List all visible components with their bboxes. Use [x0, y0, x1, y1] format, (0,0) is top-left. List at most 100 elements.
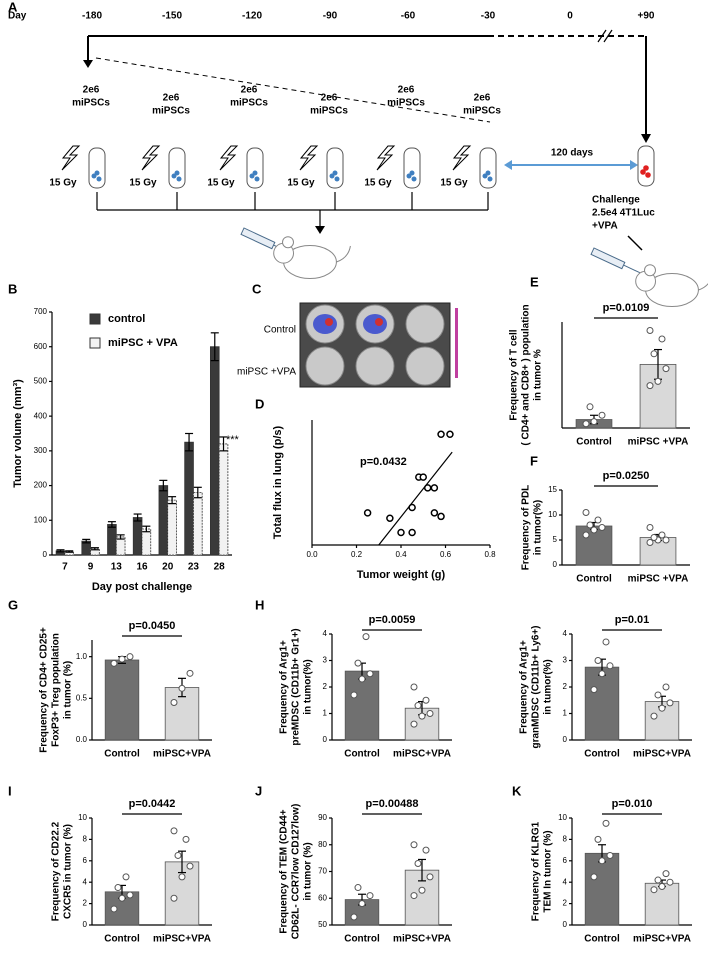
x-tick-label: Control [104, 934, 140, 945]
y-tick-label: 10 [548, 510, 557, 519]
arrowhead [315, 226, 325, 234]
data-point [414, 702, 422, 710]
tube [88, 147, 106, 189]
legend-label: miPSC + VPA [108, 337, 178, 349]
lightning [452, 145, 472, 171]
data-point [358, 900, 366, 908]
lightning [299, 145, 319, 171]
bar [584, 666, 620, 741]
radiation: 15 Gy [287, 178, 315, 189]
well [405, 304, 445, 344]
legend-swatch [89, 337, 101, 349]
data-point [408, 528, 416, 537]
x-tick-label: Control [344, 749, 380, 760]
annotation: p=0.01 [615, 614, 650, 626]
annotation: p=0.00488 [366, 798, 419, 810]
cells [94, 170, 100, 176]
cells [252, 170, 258, 176]
y-axis-label: CXCR5 in tumor (%) [63, 824, 74, 919]
annotation: p=0.0450 [129, 620, 176, 632]
bar [104, 659, 140, 741]
signal [363, 314, 387, 334]
signal [375, 318, 383, 326]
y-tick-label: 2 [563, 682, 568, 691]
dose-cells: miPSCs [463, 106, 501, 117]
challenge: +VPA [592, 221, 618, 232]
x-tick-label: 0.6 [440, 550, 452, 559]
legend-swatch [89, 313, 101, 325]
signal [313, 314, 337, 334]
data-point [426, 873, 434, 881]
data-point [418, 886, 426, 894]
x-axis-label: Day post challenge [92, 581, 192, 593]
y-axis-label: ( CD4+ and CD8+ ) population [521, 304, 532, 445]
data-point [654, 691, 662, 699]
data-point [658, 882, 666, 890]
data-point [594, 657, 602, 664]
bar [107, 524, 117, 556]
data-point [386, 514, 394, 522]
panel-label: G [8, 597, 18, 612]
annotation: p=0.0059 [369, 614, 416, 626]
data-point [110, 905, 118, 913]
y-tick-label: 400 [34, 411, 48, 420]
day: -150 [162, 11, 182, 22]
data-point [598, 411, 606, 419]
panel-label: J [255, 783, 262, 798]
color-scale [455, 308, 458, 378]
y-tick-label: 50 [318, 920, 327, 929]
data-point [410, 720, 418, 728]
y-axis-label: Frequency of CD4+ CD25+ [39, 627, 50, 753]
data-point [422, 846, 430, 854]
x-tick-label: miPSC+VPA [633, 934, 691, 945]
y-tick-label: 4 [323, 629, 328, 638]
y-axis-label: Frequency of T cell [509, 329, 520, 420]
data-point [437, 430, 445, 439]
day: -60 [401, 11, 416, 22]
data-point [186, 669, 194, 677]
data-point [654, 876, 662, 884]
x-tick-label: 20 [162, 562, 174, 573]
data-point [658, 531, 666, 539]
data-point [582, 509, 590, 516]
y-tick-label: 0 [323, 735, 328, 744]
data-point [650, 712, 658, 720]
bar [193, 492, 203, 556]
data-point [350, 691, 358, 699]
data-point [350, 913, 358, 921]
annotation: p=0.010 [612, 798, 653, 810]
challenge-arrow [627, 235, 643, 251]
dose-cells: miPSCs [387, 98, 425, 109]
bar [218, 443, 229, 556]
annotation: p=0.0250 [603, 470, 650, 482]
day: 0 [567, 11, 573, 22]
data-point [662, 683, 670, 691]
y-axis-label: Tumor volume (mm³) [12, 379, 24, 488]
data-point [650, 886, 658, 894]
lightning [376, 145, 396, 171]
lightning [219, 145, 239, 171]
y-tick-label: 4 [563, 877, 568, 886]
y-tick-label: 70 [318, 867, 327, 876]
bar [158, 485, 169, 556]
x-tick-label: miPSC +VPA [628, 437, 689, 448]
y-tick-label: 6 [83, 856, 88, 865]
data-point [397, 528, 405, 537]
annotation: p=0.0432 [360, 456, 407, 468]
y-tick-label: 8 [563, 835, 568, 844]
x-tick-label: 23 [188, 562, 200, 573]
data-point [426, 710, 434, 717]
panel-label: D [255, 396, 264, 411]
y-axis-label: in tumor(%) [543, 659, 554, 715]
data-point [430, 484, 439, 492]
radiation: 15 Gy [49, 178, 77, 189]
cells [334, 176, 340, 182]
tube [479, 147, 497, 189]
y-tick-label: 8 [83, 835, 88, 844]
day-label: Day [8, 11, 27, 22]
x-tick-label: Control [344, 934, 380, 945]
data-point [646, 539, 654, 546]
data-point [422, 696, 430, 704]
data-point [646, 326, 654, 334]
